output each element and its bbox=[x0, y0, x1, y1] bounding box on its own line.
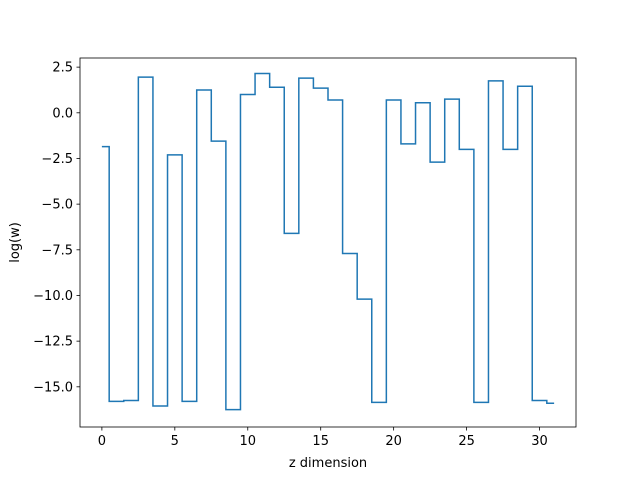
y-tick-label: −12.5 bbox=[33, 335, 73, 350]
y-tick-label: 0.0 bbox=[52, 106, 73, 121]
y-tick-label: 2.5 bbox=[52, 61, 73, 76]
x-tick-label: 25 bbox=[458, 434, 475, 449]
x-tick-label: 5 bbox=[171, 434, 179, 449]
x-tick-label: 0 bbox=[98, 434, 106, 449]
x-tick-label: 10 bbox=[239, 434, 256, 449]
y-tick-label: −5.0 bbox=[41, 198, 73, 213]
plot-frame bbox=[79, 57, 577, 428]
y-axis-label: log(w) bbox=[8, 222, 23, 263]
x-axis-label: z dimension bbox=[289, 456, 367, 471]
series-line bbox=[101, 72, 555, 411]
y-tick-label: −7.5 bbox=[41, 243, 73, 258]
y-tick-label: −10.0 bbox=[33, 289, 73, 304]
x-tick-label: 30 bbox=[531, 434, 548, 449]
y-tick-label: −2.5 bbox=[41, 152, 73, 167]
x-tick-label: 15 bbox=[312, 434, 329, 449]
plot-area bbox=[80, 58, 576, 427]
axis-ticks: 0 5 10 15 20 25 30 2.5 0.0 −2.5 −5.0 −7.5 −10.0 −12.5… bbox=[33, 61, 548, 449]
x-tick-label: 20 bbox=[385, 434, 402, 449]
y-tick-label: −15.0 bbox=[33, 380, 73, 395]
